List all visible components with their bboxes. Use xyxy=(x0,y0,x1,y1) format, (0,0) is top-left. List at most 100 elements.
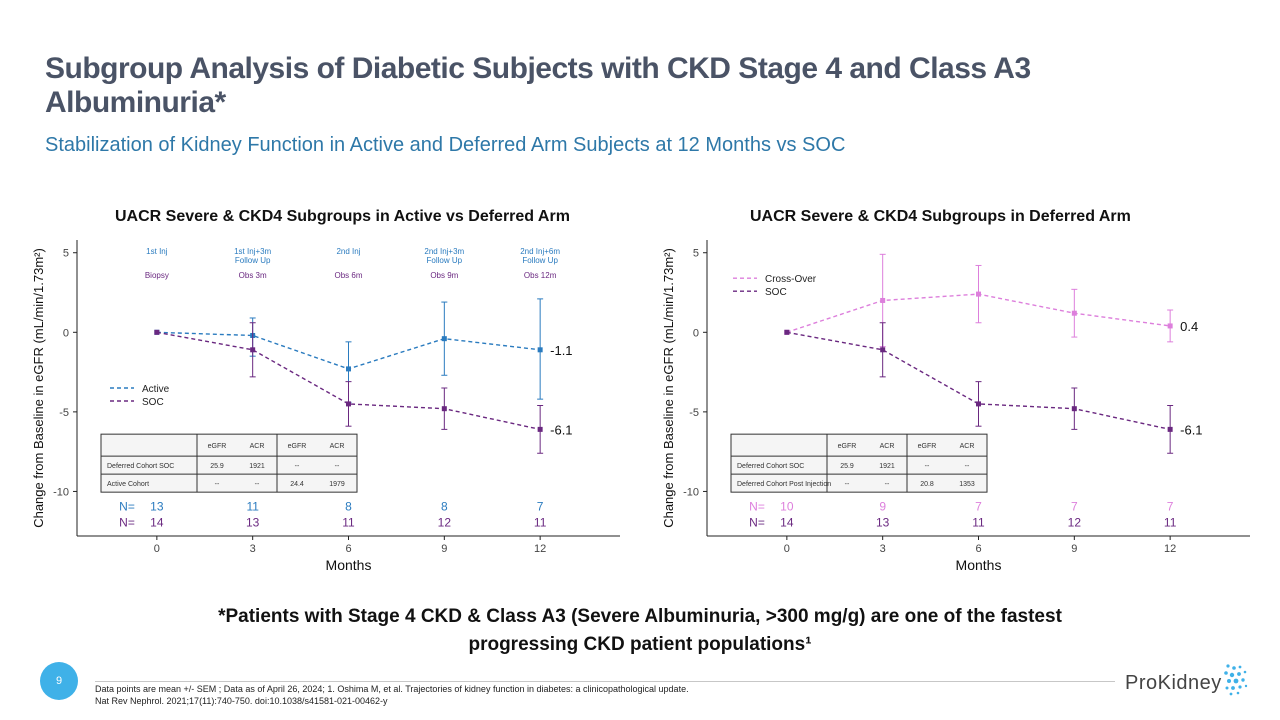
y-axis-label: Change from Baseline in eGFR (mL/min/1.7… xyxy=(661,248,676,528)
chart1-title: UACR Severe & CKD4 Subgroups in Active v… xyxy=(115,208,570,225)
table-cell: ACR xyxy=(880,443,895,450)
n-count: 14 xyxy=(780,516,794,530)
y-tick-label: 5 xyxy=(693,248,699,260)
x-tick-label: 9 xyxy=(1071,543,1077,555)
event-label: 1st Inj xyxy=(146,247,168,256)
table-cell: eGFR xyxy=(918,443,937,450)
n-count: 14 xyxy=(150,516,164,530)
n-count: 8 xyxy=(441,500,448,514)
series-line-soc xyxy=(786,331,1171,431)
table-cell: 1921 xyxy=(879,463,895,470)
legend-label: Active xyxy=(142,384,170,395)
x-tick-label: 6 xyxy=(975,543,981,555)
event-label: 1st Inj+3m xyxy=(234,247,271,256)
event-observation-label: Obs 12m xyxy=(524,271,557,280)
end-value-label: -6.1 xyxy=(550,422,572,437)
chart2-title: UACR Severe & CKD4 Subgroups in Deferred… xyxy=(750,208,1131,225)
y-axis-label: Change from Baseline in eGFR (mL/min/1.7… xyxy=(31,248,46,528)
footnote-line-1: *Patients with Stage 4 CKD & Class A3 (S… xyxy=(218,606,1062,627)
x-axis-label: Months xyxy=(326,557,372,573)
table-cell: ACR xyxy=(250,443,265,450)
series-line-soc xyxy=(156,331,541,431)
x-tick-label: 12 xyxy=(534,543,546,555)
slide-title: Subgroup Analysis of Diabetic Subjects w… xyxy=(45,52,1031,119)
n-count: 13 xyxy=(246,516,260,530)
n-count: 12 xyxy=(438,516,452,530)
data-point xyxy=(880,347,886,353)
references-line-1: Data points are mean +/- SEM ; Data as o… xyxy=(95,684,689,694)
table-cell: 24.4 xyxy=(290,481,304,488)
table-cell: 25.9 xyxy=(840,463,854,470)
y-tick-label: 5 xyxy=(63,248,69,260)
data-point xyxy=(537,426,543,432)
x-tick-label: 3 xyxy=(250,543,256,555)
slide-subtitle: Stabilization of Kidney Function in Acti… xyxy=(45,134,846,156)
y-tick-label: -10 xyxy=(53,486,69,498)
event-label: 2nd Inj+3m xyxy=(424,247,464,256)
x-tick-label: 6 xyxy=(345,543,351,555)
table-cell: 1353 xyxy=(959,481,975,488)
y-tick-label: 0 xyxy=(63,327,69,339)
n-count: 13 xyxy=(150,500,164,514)
table-cell: eGFR xyxy=(838,443,857,450)
references-line-2: Nat Rev Nephrol. 2021;17(11):740-750. do… xyxy=(95,696,388,706)
y-tick-label: -5 xyxy=(59,407,69,419)
footer-divider xyxy=(95,681,1115,682)
data-point xyxy=(1167,426,1173,432)
table-cell: -- xyxy=(965,463,970,470)
n-label: N= xyxy=(119,500,135,514)
data-point xyxy=(346,401,351,407)
table-cell: Deferred Cohort SOC xyxy=(107,463,174,470)
x-tick-label: 0 xyxy=(154,543,160,555)
footnote-line-2: progressing CKD patient populations¹ xyxy=(468,634,812,655)
table-cell: eGFR xyxy=(208,443,227,450)
x-tick-label: 3 xyxy=(880,543,886,555)
table-cell: -- xyxy=(925,463,930,470)
data-point xyxy=(1071,310,1077,316)
event-observation-label: Obs 6m xyxy=(334,271,362,280)
data-point xyxy=(880,297,886,303)
data-point xyxy=(1167,323,1173,329)
table-cell: ACR xyxy=(960,443,975,450)
chart-active-vs-deferred: 5 0 -5 -10 0 3 6 9 12 Months Change from Baseline … xyxy=(31,240,620,573)
table-cell: Active Cohort xyxy=(107,481,149,488)
table-cell: 20.8 xyxy=(920,481,934,488)
n-count: 7 xyxy=(1071,500,1078,514)
y-tick-label: -5 xyxy=(689,407,699,419)
n-label: N= xyxy=(749,516,765,530)
baseline-table: eGFR ACR eGFR ACR Deferred Cohort SOC 25.9 192… xyxy=(730,433,988,493)
table-cell: -- xyxy=(295,463,300,470)
data-point xyxy=(976,401,981,407)
logo-dots-icon xyxy=(1224,664,1248,696)
table-cell: -- xyxy=(255,481,260,488)
n-count: 13 xyxy=(876,516,890,530)
data-point xyxy=(1071,406,1077,412)
table-cell: -- xyxy=(215,481,220,488)
n-count: 9 xyxy=(879,500,886,514)
table-border xyxy=(730,433,988,493)
n-label: N= xyxy=(119,516,135,530)
table-cell: Deferred Cohort Post Injection xyxy=(737,481,831,488)
n-count: 11 xyxy=(1164,516,1177,530)
x-tick-label: 12 xyxy=(1164,543,1176,555)
data-point xyxy=(346,366,351,372)
references: Data points are mean +/- SEM ; Data as o… xyxy=(95,683,689,707)
data-point xyxy=(976,291,981,297)
event-label: Follow Up xyxy=(427,256,463,265)
data-point xyxy=(154,329,160,335)
table-cell: -- xyxy=(885,481,890,488)
table-cell: eGFR xyxy=(288,443,307,450)
n-count: 7 xyxy=(975,500,982,514)
table-cell: 25.9 xyxy=(210,463,224,470)
table-cell: 1921 xyxy=(249,463,265,470)
event-observation-label: Obs 9m xyxy=(430,271,458,280)
legend-label: Cross-Over xyxy=(765,274,817,285)
prokidney-logo: ProKidney xyxy=(1125,662,1250,698)
footnote: *Patients with Stage 4 CKD & Class A3 (S… xyxy=(0,603,1280,659)
legend-label: SOC xyxy=(765,287,787,298)
n-count: 11 xyxy=(972,516,985,530)
event-label: Follow Up xyxy=(522,256,558,265)
n-count: 7 xyxy=(537,500,544,514)
n-count: 7 xyxy=(1167,500,1174,514)
y-tick-label: 0 xyxy=(693,327,699,339)
